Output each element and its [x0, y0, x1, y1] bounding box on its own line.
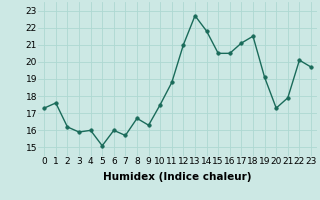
X-axis label: Humidex (Indice chaleur): Humidex (Indice chaleur)	[103, 172, 252, 182]
